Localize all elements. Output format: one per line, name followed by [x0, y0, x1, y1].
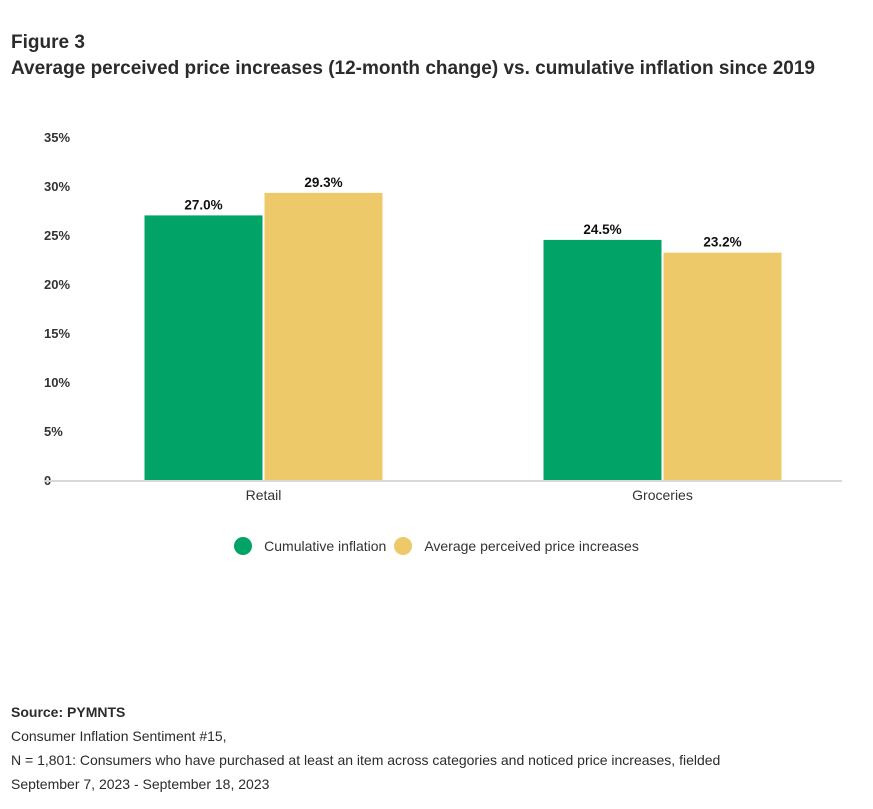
y-tick-label: 20% — [44, 277, 70, 292]
bar-chart: 05%10%15%20%25%30%35% 27.0%29.3%24.5%23.… — [44, 130, 842, 503]
source-note: Source: PYMNTS Consumer Inflation Sentim… — [11, 700, 720, 796]
x-category-label: Retail — [246, 487, 282, 503]
data-label: 23.2% — [703, 235, 741, 250]
legend-swatch-circle-icon — [394, 537, 413, 555]
x-category-label: Groceries — [632, 487, 693, 503]
bar-groceries-series-1 — [663, 252, 782, 481]
legend-label: Average perceived price increases — [424, 538, 639, 554]
y-tick-label: 15% — [44, 326, 70, 341]
legend: Cumulative inflation Average perceived p… — [0, 537, 873, 555]
legend-swatch-circle-icon — [234, 537, 253, 555]
source-line: September 7, 2023 - September 18, 2023 — [11, 776, 270, 792]
y-tick-label: 30% — [44, 179, 70, 194]
data-label: 29.3% — [304, 175, 342, 190]
legend-label: Cumulative inflation — [264, 538, 387, 554]
figure-label: Figure 3 — [11, 32, 85, 53]
y-tick-label: 10% — [44, 375, 70, 390]
y-axis: 05%10%15%20%25%30%35% — [44, 130, 70, 488]
y-tick-label: 25% — [44, 228, 70, 243]
bars: 27.0% 29.3% 24.5% 23.2% — [144, 175, 782, 482]
source-title: Source: PYMNTS — [11, 704, 126, 720]
bar-retail-series-1 — [264, 192, 383, 482]
x-axis: Retail Groceries — [246, 487, 693, 503]
y-tick-label: 35% — [44, 130, 70, 145]
source-line: Consumer Inflation Sentiment #15, — [11, 728, 227, 744]
bar-groceries-series-0 — [543, 239, 662, 481]
legend-item-average-perceived-price-increases[interactable]: Average perceived price increases — [394, 537, 639, 555]
bar-retail-series-0 — [144, 215, 263, 481]
data-label: 27.0% — [184, 197, 222, 212]
y-tick-label: 5% — [44, 424, 63, 439]
data-label: 24.5% — [583, 222, 621, 237]
source-line: N = 1,801: Consumers who have purchased … — [11, 752, 721, 768]
chart-title: Average perceived price increases (12-mo… — [11, 58, 815, 79]
legend-item-cumulative-inflation[interactable]: Cumulative inflation — [234, 537, 386, 555]
